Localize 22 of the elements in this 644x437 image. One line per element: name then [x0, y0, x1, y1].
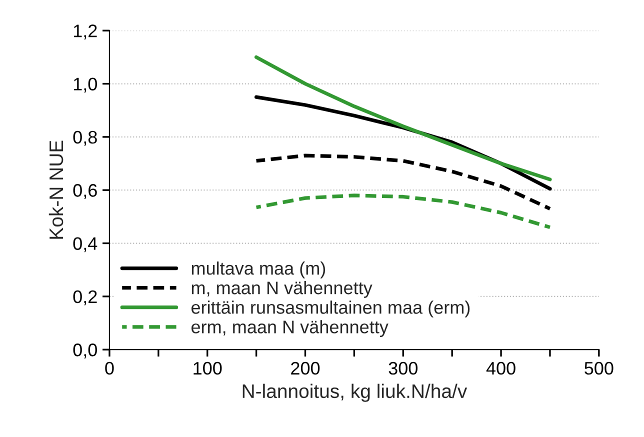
- x-axis-title: N-lannoitus, kg liuk.N/ha/v: [242, 384, 468, 402]
- y-tick-label: 0,2: [73, 290, 97, 306]
- y-axis-title: Kok-N NUE: [48, 140, 64, 239]
- y-tick-label: 0,6: [73, 184, 97, 199]
- legend-label: erm, maan N vähennetty: [191, 320, 388, 337]
- y-tick-label: 0,8: [73, 130, 97, 146]
- line-series: [254, 194, 552, 230]
- legend-label: erittäin runsasmultainen maa (erm): [191, 300, 470, 318]
- x-tick-label: 400: [486, 362, 516, 375]
- x-tick-label: 0: [105, 362, 114, 375]
- line-series: [254, 55, 552, 182]
- y-tick-label: 1,2: [74, 24, 97, 40]
- x-tick-label: 300: [388, 362, 418, 375]
- x-tick-label: 200: [291, 362, 320, 375]
- legend-label: m, maan N vähennetty: [192, 281, 372, 298]
- y-tick-label: 0,0: [73, 344, 97, 358]
- y-tick-label: 1,0: [74, 78, 97, 93]
- y-tick-label: 0,4: [73, 237, 98, 252]
- line-series: [254, 154, 552, 211]
- legend-label: multava maa (m): [192, 262, 326, 278]
- x-tick-label: 500: [584, 362, 614, 375]
- x-tick-label: 100: [194, 362, 222, 375]
